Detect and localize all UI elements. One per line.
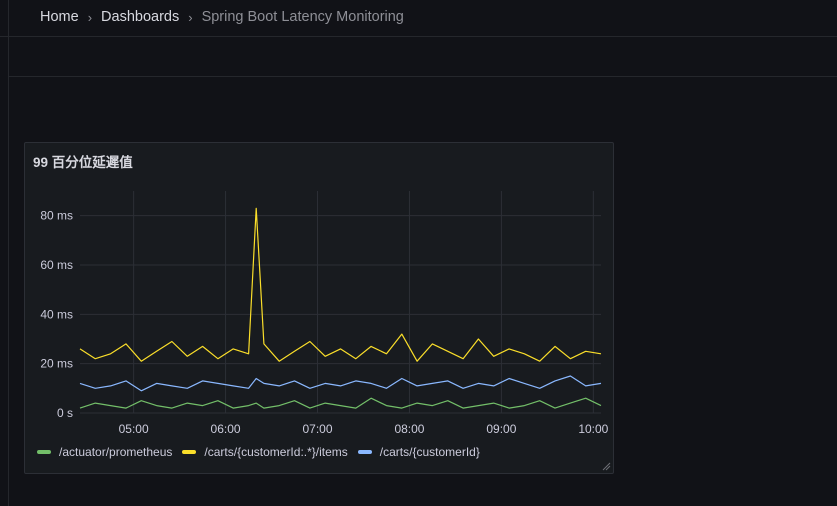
x-axis-tick-label: 05:00	[119, 422, 149, 436]
y-axis-tick-label: 0 s	[57, 406, 73, 420]
breadcrumb-dashboards-link[interactable]: Dashboards	[101, 9, 180, 25]
x-axis-tick-label: 06:00	[211, 422, 241, 436]
y-axis-tick-label: 20 ms	[40, 357, 73, 371]
y-axis-tick-label: 60 ms	[40, 258, 73, 272]
breadcrumb-current-page: Spring Boot Latency Monitoring	[201, 9, 404, 25]
dashboard-toolbar	[8, 37, 837, 77]
latency-panel[interactable]: 99 百分位延遲值 0 s 20 ms 40 ms 60 ms 80 ms 05:00 06…	[24, 142, 614, 474]
top-bar: Home › Dashboards › Spring Boot Latency …	[0, 0, 837, 37]
series-line-0	[79, 397, 602, 409]
panel-title[interactable]: 99 百分位延遲值	[33, 155, 133, 170]
legend-label: /actuator/prometheus	[59, 445, 173, 459]
chart-legend: /actuator/prometheus /carts/{customerId:…	[37, 445, 490, 459]
series-line-1	[79, 207, 602, 362]
breadcrumb: Home › Dashboards › Spring Boot Latency …	[40, 9, 404, 25]
breadcrumb-home-link[interactable]: Home	[40, 9, 79, 25]
x-axis-tick-label: 09:00	[486, 422, 516, 436]
legend-swatch	[182, 450, 197, 454]
legend-item-carts-items[interactable]: /carts/{customerId:.*}/items	[182, 445, 348, 459]
x-axis-tick-label: 08:00	[394, 422, 424, 436]
legend-item-actuator[interactable]: /actuator/prometheus	[37, 445, 172, 459]
resize-handle-icon[interactable]	[601, 461, 611, 471]
chevron-right-icon: ›	[87, 9, 93, 25]
latency-chart[interactable]: 0 s 20 ms 40 ms 60 ms 80 ms 05:00 06:00 07:00 08…	[25, 143, 613, 443]
legend-label: /carts/{customerId:.*}/items	[204, 445, 348, 459]
legend-swatch	[37, 450, 51, 454]
legend-item-carts[interactable]: /carts/{customerId}	[357, 445, 480, 459]
x-axis-tick-label: 07:00	[302, 422, 332, 436]
legend-swatch	[357, 450, 372, 454]
left-rail	[0, 0, 9, 506]
y-axis-tick-label: 80 ms	[40, 209, 73, 223]
series-line-2	[79, 375, 602, 392]
y-axis-tick-label: 40 ms	[40, 307, 73, 321]
chevron-right-icon: ›	[188, 9, 193, 25]
legend-label: /carts/{customerId}	[379, 445, 480, 459]
x-axis-tick-label: 10:00	[578, 422, 608, 436]
